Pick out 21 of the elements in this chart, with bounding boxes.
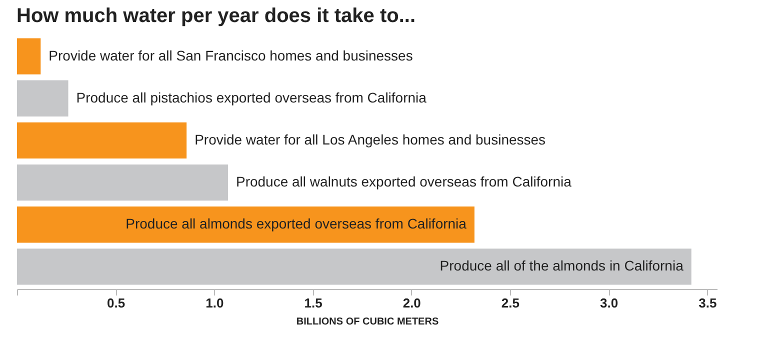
bar — [17, 80, 68, 116]
bar — [17, 206, 474, 243]
y-tick-label: Provide water for all San Francisco homes and businesses — [48, 47, 413, 64]
x-tick-label: 2.5 — [501, 296, 520, 310]
bar — [17, 38, 41, 74]
y-tick-label: Provide water for all Los Angeles homes and businesses — [194, 131, 546, 148]
bar — [17, 164, 228, 201]
y-tick-label: Produce all walnuts exported overseas from California — [236, 174, 572, 190]
chart-title: How much water per year does it take to... — [16, 5, 416, 27]
y-tick-label: Produce all of the almonds in California — [440, 258, 684, 274]
x-tick-label: 1.0 — [206, 296, 224, 310]
x-tick-label: 3.0 — [600, 296, 618, 310]
x-tick-label: 3.5 — [698, 296, 717, 310]
x-axis-title: BILLIONS OF CUBIC METERS — [296, 316, 439, 328]
y-tick-label: Produce all almonds exported overseas from California — [126, 216, 467, 232]
y-tick-label: Produce all pistachios exported overseas from California — [76, 89, 427, 106]
x-tick-label: 1.5 — [304, 296, 322, 310]
x-tick-label: 2.0 — [402, 296, 421, 310]
bar — [17, 248, 692, 285]
x-tick-label: 0.5 — [107, 296, 126, 310]
bar — [17, 122, 187, 159]
